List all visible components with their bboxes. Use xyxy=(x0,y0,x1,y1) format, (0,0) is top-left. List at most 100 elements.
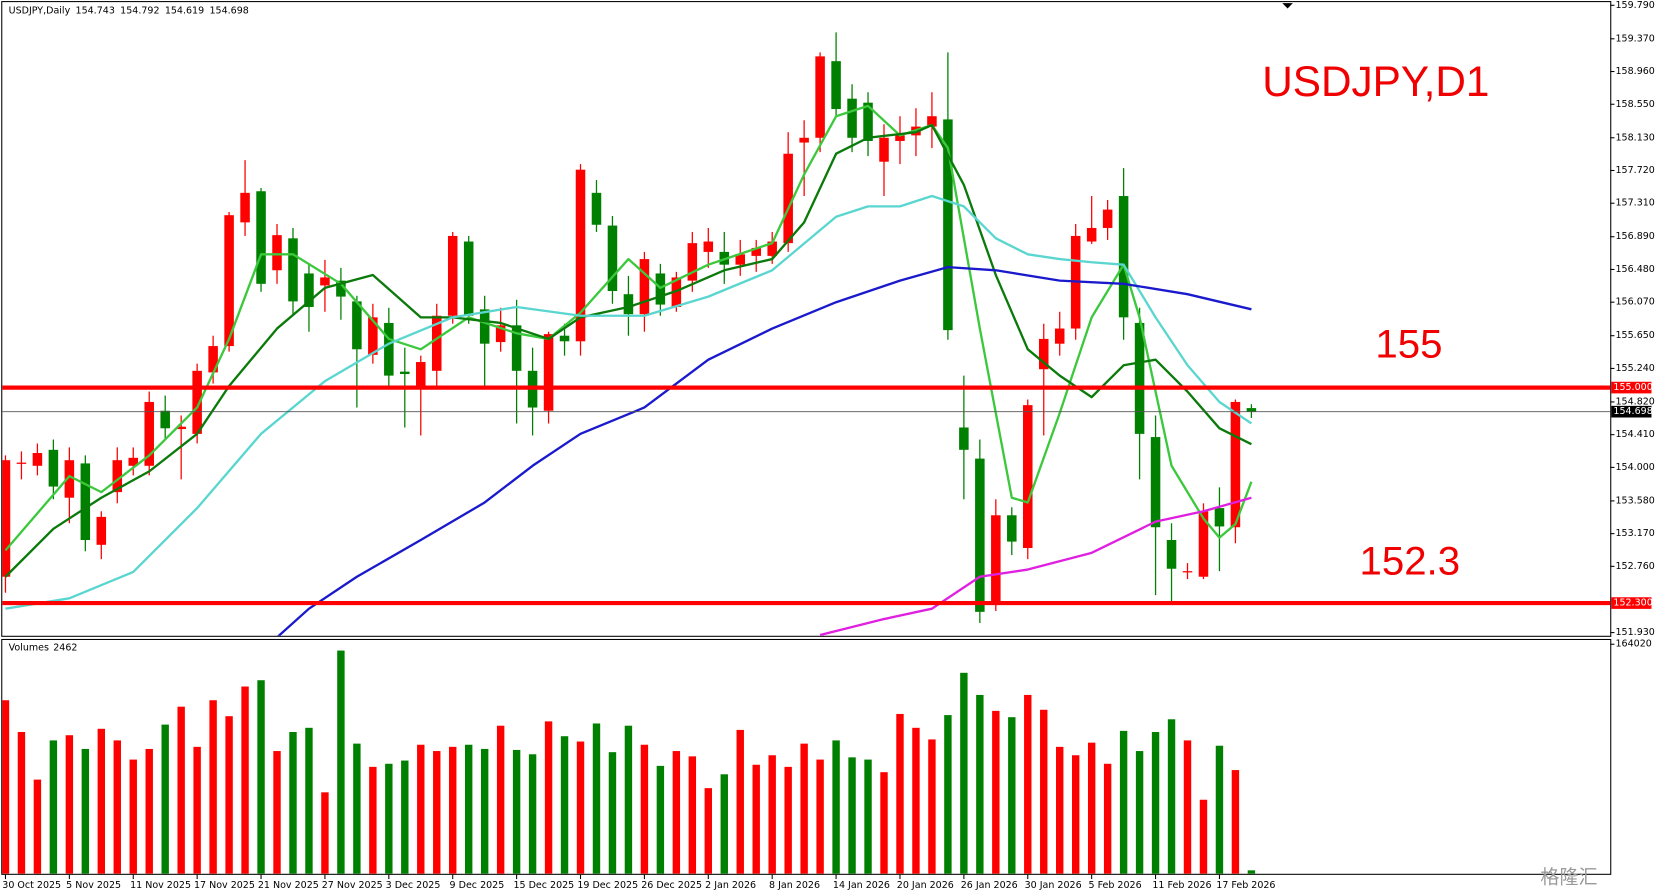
volume-bar xyxy=(576,741,585,874)
volume-bar xyxy=(1167,719,1176,874)
candle-body xyxy=(224,215,234,347)
x-tick-label: 11 Nov 2025 xyxy=(130,880,191,891)
x-tick-label: 14 Jan 2026 xyxy=(833,880,890,891)
volume-bar xyxy=(512,749,521,874)
y-tick-label: 157.310 xyxy=(1616,198,1655,209)
header-high: 154.792 xyxy=(120,5,159,16)
candle-body xyxy=(160,410,170,429)
volume-bar xyxy=(417,744,425,874)
watermark: 格隆汇 xyxy=(1540,867,1597,889)
y-tick-label: 159.370 xyxy=(1616,33,1655,44)
volume-bar xyxy=(560,736,569,874)
x-tick-label: 17 Nov 2025 xyxy=(194,880,255,891)
volume-bar xyxy=(464,744,473,874)
volume-bar xyxy=(1040,709,1048,874)
y-tick-label: 155.650 xyxy=(1616,330,1655,341)
header-low: 154.619 xyxy=(165,5,204,16)
y-tick-label: 154.000 xyxy=(1616,462,1655,473)
volume-last: 2462 xyxy=(53,642,77,653)
candle-body xyxy=(735,254,746,265)
volume-bar xyxy=(720,774,728,874)
candle-body xyxy=(463,241,474,316)
x-tick-label: 27 Nov 2025 xyxy=(322,880,383,891)
y-tick-label: 158.960 xyxy=(1616,66,1655,77)
volume-bar xyxy=(49,740,58,874)
candle-body xyxy=(1118,196,1129,318)
candle-body xyxy=(927,116,937,127)
candle-body xyxy=(1166,540,1177,569)
candle-body xyxy=(1150,437,1161,528)
volume-bar xyxy=(608,752,617,874)
candle-body xyxy=(1134,322,1145,434)
x-tick-label: 26 Dec 2025 xyxy=(641,880,702,891)
candle-body xyxy=(431,315,442,371)
candle-body xyxy=(687,243,698,281)
candle-body xyxy=(575,169,586,342)
y-tick-label: 154.410 xyxy=(1616,429,1655,440)
volume-bar xyxy=(880,772,888,874)
candle-body xyxy=(1182,571,1193,573)
volume-bar xyxy=(225,716,233,874)
candle-body xyxy=(799,137,809,143)
volume-bar xyxy=(848,757,856,874)
candle-body xyxy=(1214,508,1225,527)
x-tick-label: 17 Feb 2026 xyxy=(1216,880,1275,891)
volume-bar xyxy=(449,746,457,874)
candle-body xyxy=(495,325,506,343)
candle-body xyxy=(559,335,570,342)
candle-body xyxy=(623,294,634,315)
x-tick-label: 26 Jan 2026 xyxy=(961,880,1018,891)
volume-bar xyxy=(976,694,984,874)
volume-bar xyxy=(353,743,361,874)
level-box xyxy=(1611,597,1652,609)
volume-bar xyxy=(1231,770,1240,874)
candle-body xyxy=(847,98,857,138)
candle-body xyxy=(352,301,362,350)
volume-bar xyxy=(752,764,760,874)
candle-body xyxy=(783,153,793,244)
current-price-label: 154.698 xyxy=(1613,406,1652,417)
candle-body xyxy=(112,460,123,493)
volume-bar xyxy=(1056,746,1064,874)
y-tick-label: 155.240 xyxy=(1616,363,1655,374)
x-tick-label: 15 Dec 2025 xyxy=(513,880,574,891)
candle-body xyxy=(144,401,154,466)
candle-body xyxy=(943,119,953,331)
volume-title: Volumes 2462 xyxy=(9,642,78,653)
header: USDJPY,Daily 154.743 154.792 154.619 154.698 xyxy=(9,5,249,16)
candle-body xyxy=(703,241,714,252)
y-tick-label: 156.890 xyxy=(1616,231,1655,242)
candle-body xyxy=(1054,328,1065,344)
header-open: 154.743 xyxy=(76,5,115,16)
x-tick-label: 30 Oct 2025 xyxy=(2,880,61,891)
volume-bar xyxy=(145,748,153,874)
y-tick-label: 153.170 xyxy=(1616,528,1655,539)
volume-bar xyxy=(544,721,553,874)
candle-body xyxy=(16,462,27,464)
y-tick-label: 153.580 xyxy=(1616,495,1655,506)
x-tick-label: 5 Nov 2025 xyxy=(66,880,121,891)
y-tick-label: 157.720 xyxy=(1616,165,1655,176)
candle-body xyxy=(655,273,666,305)
volume-bar xyxy=(305,727,313,874)
volume-bar xyxy=(209,700,217,874)
header-close: 154.698 xyxy=(209,5,248,16)
volume-bar xyxy=(337,650,345,874)
x-tick-label: 11 Feb 2026 xyxy=(1152,880,1211,891)
x-tick-label: 5 Feb 2026 xyxy=(1088,880,1141,891)
volume-bar xyxy=(113,740,121,874)
candle-body xyxy=(543,334,554,411)
level-label: 152.300 xyxy=(1613,598,1652,609)
candle-body xyxy=(400,371,410,375)
y-tick-label: 151.930 xyxy=(1616,627,1655,638)
candle-body xyxy=(479,309,490,344)
candle-body xyxy=(1230,401,1241,528)
candle-body xyxy=(991,515,1001,604)
level-box xyxy=(1611,381,1652,394)
candle-body xyxy=(336,280,346,297)
x-tick-label: 8 Jan 2026 xyxy=(769,880,820,891)
candle-body xyxy=(384,322,394,376)
volume-bar xyxy=(385,763,393,874)
volume-bar xyxy=(401,760,409,874)
